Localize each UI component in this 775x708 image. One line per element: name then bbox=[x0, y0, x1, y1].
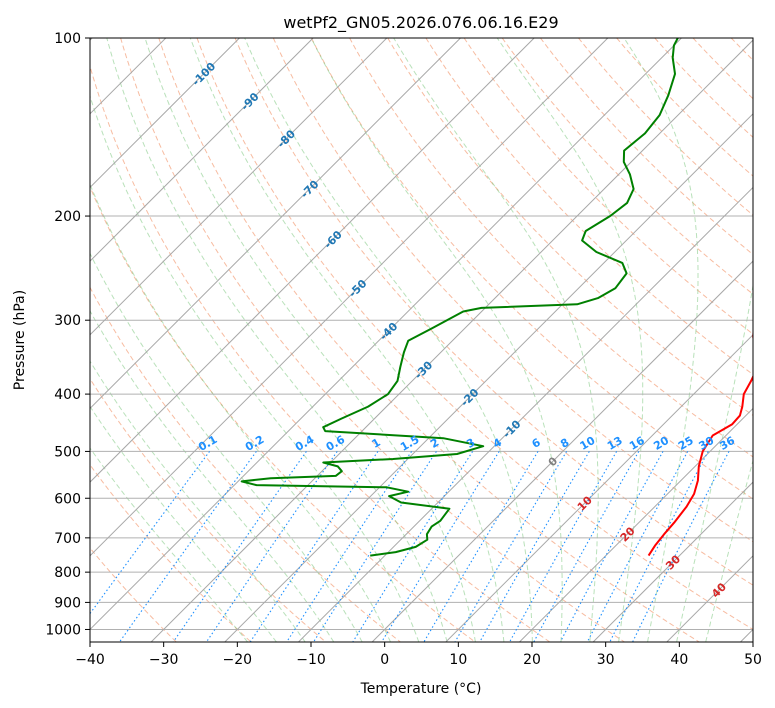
isotherm bbox=[519, 407, 753, 642]
x-tick-label: −10 bbox=[296, 652, 326, 668]
moist-adiabat bbox=[496, 38, 644, 642]
y-tick-label: 100 bbox=[54, 31, 81, 47]
y-tick-label: 700 bbox=[54, 531, 81, 547]
x-tick-label: 30 bbox=[597, 652, 615, 668]
isotherm bbox=[90, 38, 535, 483]
isotherm bbox=[90, 38, 240, 189]
mixing-ratio-line bbox=[423, 451, 539, 642]
mixing-ratio-line bbox=[533, 451, 640, 642]
moist-adiabat bbox=[90, 405, 277, 642]
y-tick-label: 300 bbox=[54, 313, 81, 329]
y-tick-label: 200 bbox=[54, 209, 81, 225]
moist-adiabat bbox=[705, 458, 753, 642]
mixing-ratio-line bbox=[454, 451, 568, 642]
mixing-ratio-line bbox=[609, 451, 709, 642]
x-tick-label: 20 bbox=[523, 652, 541, 668]
mixing-ratio-line bbox=[586, 451, 689, 642]
dry-adiabat bbox=[196, 38, 753, 630]
x-tick-label: 50 bbox=[744, 652, 762, 668]
isotherm bbox=[224, 113, 753, 642]
isotherm bbox=[90, 38, 682, 631]
isotherm bbox=[371, 260, 753, 642]
dry-adiabat bbox=[120, 38, 625, 642]
moist-adiabat bbox=[90, 252, 363, 642]
isotherm bbox=[90, 38, 314, 262]
x-tick-label: −20 bbox=[223, 652, 253, 668]
dry-adiabat bbox=[540, 38, 753, 256]
moist-adiabat bbox=[189, 38, 505, 642]
moist-adiabat bbox=[393, 38, 599, 642]
y-tick-label: 1000 bbox=[45, 622, 81, 638]
y-axis: 100 200 300 400 500 600 700 800 900 1000 bbox=[45, 31, 90, 638]
y-tick-label: 400 bbox=[54, 387, 81, 403]
mixing-ratio-line bbox=[205, 451, 338, 642]
moist-adiabat bbox=[90, 183, 391, 642]
dry-adiabat bbox=[234, 38, 753, 586]
x-tick-label: −30 bbox=[149, 652, 179, 668]
dry-adiabat bbox=[90, 464, 252, 642]
dry-adiabat bbox=[158, 38, 700, 642]
x-tick-label: 0 bbox=[380, 652, 389, 668]
isotherm bbox=[445, 334, 753, 642]
dry-adiabat bbox=[501, 38, 753, 295]
x-tick-label: 40 bbox=[670, 652, 688, 668]
dry-adiabat bbox=[90, 64, 551, 642]
moist-adiabat bbox=[623, 38, 699, 642]
moist-adiabat bbox=[676, 38, 753, 642]
dewpoint-profile bbox=[240, 38, 679, 557]
dry-adiabat bbox=[616, 38, 753, 177]
isotherm bbox=[90, 38, 388, 336]
mixing-ratio-line bbox=[352, 451, 474, 642]
dry-adiabat bbox=[90, 377, 327, 642]
y-tick-label: 600 bbox=[54, 491, 81, 507]
moist-adiabat bbox=[90, 447, 248, 642]
moist-adiabat bbox=[90, 360, 306, 642]
dry-adiabat bbox=[387, 38, 753, 416]
dry-adiabat bbox=[272, 38, 753, 543]
mixing-ratio-line bbox=[479, 451, 590, 642]
isotherm bbox=[150, 39, 753, 642]
isotherm bbox=[90, 38, 461, 410]
dry-adiabat bbox=[425, 38, 753, 376]
isotherm bbox=[592, 481, 753, 642]
mixing-ratio-line bbox=[90, 451, 211, 615]
mixing-ratio-line bbox=[172, 451, 307, 642]
y-tick-label: 900 bbox=[54, 595, 81, 611]
moist-adiabat bbox=[244, 38, 533, 642]
x-axis-title: Temperature (°C) bbox=[360, 681, 482, 697]
isotherm bbox=[298, 186, 753, 642]
x-axis: −40 −30 −20 −10 0 10 20 30 40 50 bbox=[75, 642, 762, 668]
mixing-ratio-line bbox=[313, 451, 437, 642]
y-axis-title: Pressure (hPa) bbox=[12, 290, 28, 390]
temperature-profile bbox=[647, 324, 753, 557]
mixing-ratio-line bbox=[559, 451, 664, 642]
profiles bbox=[240, 38, 753, 557]
moist-adiabat bbox=[144, 38, 476, 642]
moist-adiabat bbox=[90, 309, 335, 642]
mixing-ratio-line bbox=[509, 451, 618, 642]
x-tick-label: 10 bbox=[449, 652, 467, 668]
dry-adiabat bbox=[90, 286, 401, 642]
isotherm-gridlines bbox=[90, 38, 753, 642]
plot-frame bbox=[89, 37, 754, 643]
y-tick-label: 800 bbox=[54, 565, 81, 581]
mixing-ratio-lines bbox=[90, 451, 730, 642]
x-tick-label: −40 bbox=[75, 652, 105, 668]
chart-title: wetPf2_GN05.2026.076.06.16.E29 bbox=[283, 13, 558, 33]
y-tick-label: 500 bbox=[54, 444, 81, 460]
isotherm bbox=[90, 38, 609, 557]
dry-adiabat bbox=[310, 38, 753, 500]
mixing-ratio-line bbox=[381, 451, 500, 642]
